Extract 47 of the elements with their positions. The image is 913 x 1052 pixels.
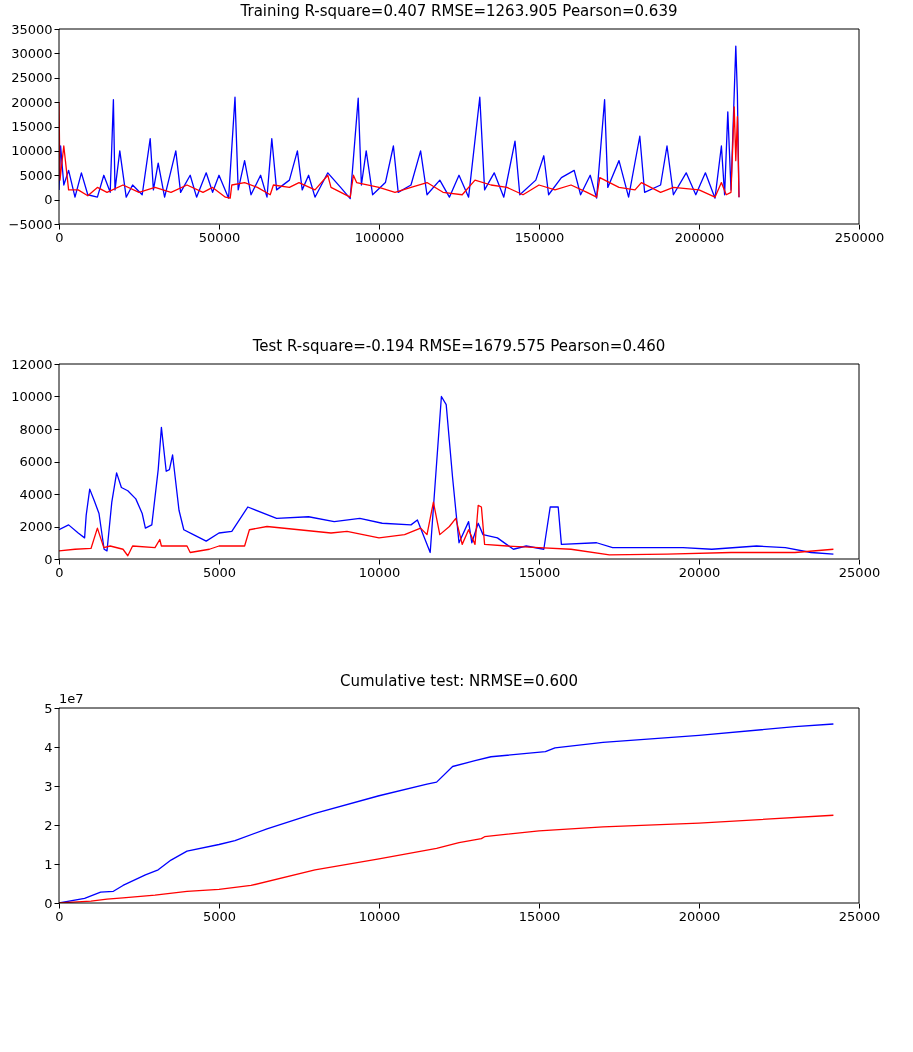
chart-title: Cumulative test: NRMSE=0.600 (339, 672, 579, 690)
x-tick-label: 5000 (202, 908, 237, 924)
x-tick-label: 15000 (518, 564, 561, 580)
x-tick-label: 20000 (678, 564, 721, 580)
y-tick-label: 3 (44, 778, 53, 794)
y-tick-label: 4 (44, 739, 53, 755)
line-series (59, 45, 740, 200)
y-tick-label: 10000 (11, 389, 53, 404)
x-tick-label: 25000 (838, 908, 881, 924)
y-tick-label: 0 (44, 192, 53, 208)
x-tick-label: 100000 (354, 229, 405, 245)
x-tick-label: 5000 (202, 564, 237, 580)
y-tick-label: 8000 (19, 421, 53, 437)
x-tick-label: 250000 (834, 229, 885, 245)
y-tick-label: 30000 (11, 45, 53, 61)
y-tick-label: 1 (44, 856, 53, 872)
x-tick-label: 150000 (514, 229, 565, 245)
text: 1e7 (59, 691, 84, 706)
line-series (59, 395, 835, 555)
x-tick-label: 15000 (518, 908, 561, 924)
y-tick-label: 20000 (11, 94, 53, 110)
x-tick-label: 10000 (358, 908, 401, 924)
y-tick-label: 4000 (19, 486, 53, 502)
x-tick-label: 0 (55, 908, 64, 924)
x-tick-label: 50000 (198, 229, 241, 245)
y-tick-label: 12000 (11, 356, 53, 372)
y-tick-label: 2000 (19, 519, 53, 534)
x-tick-label: 0 (55, 564, 64, 580)
y-tick-label: 35000 (11, 21, 53, 37)
y-tick-label: 2 (44, 817, 53, 833)
chart-title: Training R-square=0.407 RMSE=1263.905 Pearson=0.639 (239, 2, 678, 20)
x-tick-label: 0 (55, 229, 64, 245)
x-tick-label: 25000 (838, 564, 881, 580)
y-tick-label: 5000 (19, 167, 53, 183)
chart-title: Test R-square=-0.194 RMSE=1679.575 Pearson=0.460 (251, 337, 666, 355)
y-tick-label: 15000 (11, 119, 53, 134)
line-series (59, 501, 835, 557)
y-tick-label: −5000 (8, 216, 53, 232)
y-tick-label: 6000 (19, 454, 53, 469)
y-tick-label: 0 (44, 895, 53, 911)
y-tick-label: 25000 (11, 70, 53, 86)
y-tick-label: 10000 (11, 143, 53, 159)
x-tick-label: 20000 (678, 908, 721, 924)
y-tick-label: 5 (44, 700, 53, 716)
y-tick-label: 0 (44, 551, 53, 567)
x-tick-label: 200000 (674, 229, 725, 245)
x-tick-label: 10000 (358, 564, 401, 580)
